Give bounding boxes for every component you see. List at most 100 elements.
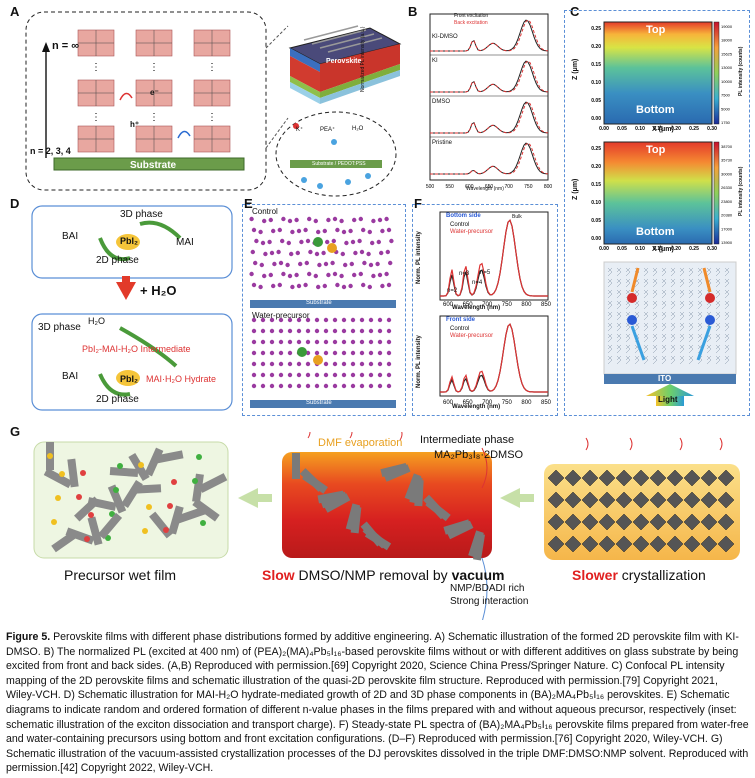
e-lattice-dot xyxy=(278,339,284,345)
e-lattice-dot xyxy=(278,383,284,389)
g-rod xyxy=(97,512,123,540)
e-lattice-dot xyxy=(377,328,383,334)
e-lattice-dot xyxy=(344,240,349,246)
b-spectrum-curve xyxy=(430,60,549,93)
e-lattice-dot xyxy=(298,261,303,267)
f-n2: n=2 xyxy=(447,288,458,294)
e-lattice-dot xyxy=(313,273,318,279)
g-particle xyxy=(113,487,119,493)
f-legend-control-1: Control xyxy=(450,222,470,228)
g-rod xyxy=(132,484,162,494)
g-crystal-octahedron xyxy=(632,513,650,531)
g-rod xyxy=(67,458,79,488)
e-lattice-dot xyxy=(332,317,338,323)
d-3d-phase-1: 3D phase xyxy=(120,209,163,220)
panel-label-f: F xyxy=(414,196,422,211)
g-crystal-octahedron xyxy=(598,513,616,531)
g-crystal-octahedron xyxy=(564,535,582,553)
hole-label: h⁺ xyxy=(130,120,140,129)
f-tick-label: 750 xyxy=(502,302,513,308)
e-lattice-dot xyxy=(260,383,266,389)
c-y-tick: 0.15 xyxy=(591,182,601,188)
c-cbar-tick: 13900 xyxy=(721,240,733,245)
g-crystal-octahedron xyxy=(717,469,735,487)
g-rod xyxy=(144,447,164,477)
c-y-tick: 0.20 xyxy=(591,164,601,170)
g-rod xyxy=(468,530,484,558)
g-particle xyxy=(167,503,173,509)
e-lattice-dot xyxy=(371,273,376,279)
e-lattice-dot xyxy=(386,383,392,389)
e-lattice-dot xyxy=(377,217,383,223)
e-lattice-dot xyxy=(377,383,383,389)
g-particle xyxy=(138,462,144,468)
g-crystal-octahedron xyxy=(700,491,718,509)
e-lattice-dot xyxy=(326,217,331,223)
e-lattice-dot xyxy=(278,260,284,266)
e-lattice-dot xyxy=(271,283,276,289)
c-xlabel-1: X (μm) xyxy=(652,126,674,133)
e-lattice-dot xyxy=(335,227,340,233)
e-lattice-dot xyxy=(323,317,329,323)
e-lattice-dot xyxy=(287,339,293,345)
e-lattice-dot xyxy=(377,339,383,345)
c-x-tick: 0.00 xyxy=(599,246,609,252)
c-x-tick: 0.10 xyxy=(635,126,645,132)
g-rod xyxy=(380,462,408,478)
e-lattice-dot xyxy=(316,284,321,290)
c-cbar-tick: 26330 xyxy=(721,185,733,190)
e-lattice-dot xyxy=(332,383,338,389)
g-crystal-octahedron xyxy=(564,513,582,531)
g-crystal-octahedron xyxy=(683,535,701,553)
e-lattice-dot xyxy=(377,372,383,378)
b-row-ki: KI xyxy=(432,58,438,64)
e-lattice-dot xyxy=(379,250,384,256)
e-lattice-dot xyxy=(303,227,308,233)
e-lattice-dot xyxy=(323,328,329,334)
e-lattice-dot xyxy=(332,339,338,345)
g-rod xyxy=(109,467,139,477)
c-x-tick: 0.30 xyxy=(707,126,717,132)
e-lattice-dot xyxy=(386,317,392,323)
e-lattice-dot xyxy=(250,249,255,255)
f-xlabel-1: Wavelength (nm) xyxy=(452,305,501,311)
g-crystal-octahedron xyxy=(683,491,701,509)
e-lattice-dot xyxy=(287,273,293,279)
e-lattice-dot xyxy=(332,216,338,222)
g-crystal-octahedron xyxy=(615,491,633,509)
e-lattice-dot xyxy=(280,238,285,244)
e-lattice-dot xyxy=(278,317,284,323)
g-crystal-octahedron xyxy=(649,513,667,531)
svg-text:⋮: ⋮ xyxy=(149,62,159,73)
e-lattice-dot xyxy=(377,272,383,278)
e-lattice-dot xyxy=(262,273,267,279)
g-crystal-octahedron xyxy=(717,491,735,509)
g-crystal-octahedron xyxy=(666,535,684,553)
e-lattice-dot xyxy=(305,372,311,378)
c-y-tick: 0.25 xyxy=(591,146,601,152)
e-lattice-dot xyxy=(380,228,385,234)
c-light-label: Light xyxy=(658,395,678,404)
d-hydrate: MAI·H₂O Hydrate xyxy=(146,374,217,384)
e-lattice-dot xyxy=(260,350,266,356)
label-n-234: n = 2, 3, 4 xyxy=(30,146,71,156)
c-x-tick: 0.30 xyxy=(707,246,717,252)
c-x-tick: 0.05 xyxy=(617,246,627,252)
b-legend-back: Back excitation xyxy=(454,20,488,26)
panel-c-frame xyxy=(564,10,750,416)
e-lattice-dot xyxy=(278,350,284,356)
electron-label: e⁻ xyxy=(150,88,159,97)
g-intermediate-2: MA₂Pb₃I₈·2DMSO xyxy=(434,449,524,461)
b-spectrum-curve xyxy=(430,142,549,175)
e-lattice-dot xyxy=(359,339,365,345)
f-n5: n=5 xyxy=(480,270,491,276)
c-cbar-tick: 38700 xyxy=(721,144,733,149)
g-crystal-octahedron xyxy=(615,513,633,531)
e-lattice-dot xyxy=(386,227,392,233)
e-lattice-dot xyxy=(305,328,311,334)
g-crystal-octahedron xyxy=(581,469,599,487)
c-y-tick: 0.25 xyxy=(591,26,601,32)
e-lattice-dot xyxy=(352,217,357,223)
g-crystal-octahedron xyxy=(547,513,565,531)
g-rod xyxy=(87,516,103,546)
